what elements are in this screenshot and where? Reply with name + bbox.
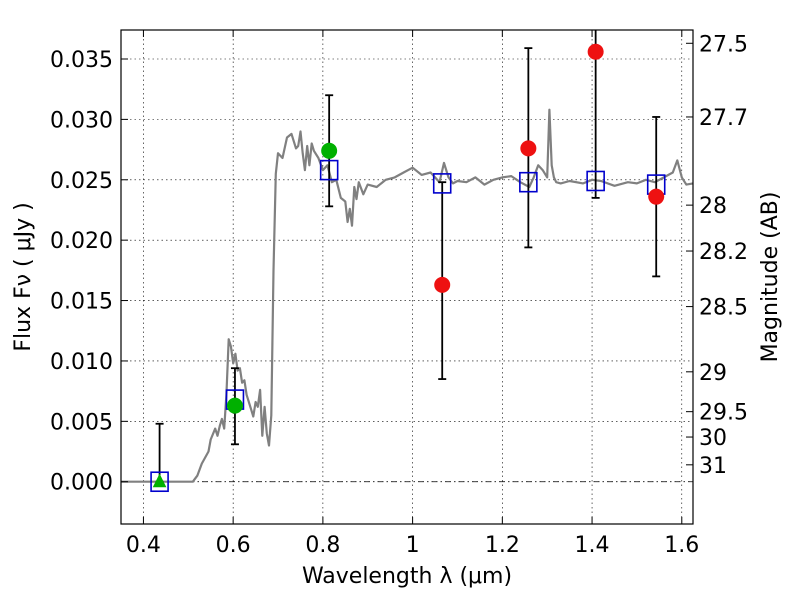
magnitude-tick-label: 30	[699, 426, 727, 451]
green-point	[226, 397, 243, 414]
green-point	[321, 142, 338, 159]
model-photometry-box	[519, 171, 538, 193]
model-photometry-layer	[150, 159, 666, 493]
model-photometry-box	[319, 159, 339, 181]
magnitude-tick-label: 28.2	[699, 240, 748, 265]
magnitude-tick-label: 31	[699, 454, 727, 479]
y-tick-label: 0.035	[50, 48, 113, 73]
x-tick-label: 1.6	[664, 533, 699, 558]
y-tick-label: 0.015	[50, 290, 113, 315]
axis-ticks	[121, 30, 693, 524]
model-photometry-box	[150, 471, 169, 493]
magnitude-tick-label: 29.5	[699, 401, 748, 426]
model-spectrum-line	[121, 108, 694, 483]
model-photometry-box	[432, 173, 452, 194]
y-tick-label: 0.030	[50, 108, 113, 133]
x-tick-label: 0.4	[126, 533, 161, 558]
y-tick-label: 0.000	[50, 471, 113, 496]
red-point	[434, 276, 451, 293]
observed-points-layer	[152, 43, 665, 488]
magnitude-tick-label: 28	[699, 194, 727, 219]
red-point	[587, 43, 604, 60]
x-tick-label: 1.4	[575, 533, 610, 558]
grid-lines	[121, 30, 693, 524]
y-axis-right-label: Magnitude (AB)	[758, 192, 783, 363]
y-tick-label: 0.020	[50, 229, 113, 254]
plot-frame	[120, 29, 694, 525]
green-triangle-point	[152, 473, 167, 488]
magnitude-tick-label: 27.5	[699, 32, 748, 57]
model-spectrum-layer	[121, 108, 694, 483]
magnitude-tick-label: 28.5	[699, 296, 748, 321]
x-tick-label: 0.6	[216, 533, 251, 558]
red-point	[648, 188, 665, 205]
y-tick-label: 0.025	[50, 169, 113, 194]
x-tick-label: 0.8	[305, 533, 340, 558]
x-tick-label: 1	[406, 533, 420, 558]
magnitude-tick-label: 29	[699, 361, 727, 386]
x-axis-label: Wavelength λ (μm)	[302, 564, 512, 589]
x-tick-label: 1.2	[485, 533, 520, 558]
y-tick-label: 0.005	[50, 410, 113, 435]
red-point	[520, 140, 537, 157]
model-photometry-box	[586, 170, 605, 192]
axis-tick-labels: 0.4 0.6 0.8 1 1.2 1.4 1.6 0.000 0.005 0.010 0.015 0…	[50, 32, 748, 558]
error-bars-layer	[155, 30, 661, 483]
magnitude-tick-label: 27.7	[699, 106, 748, 131]
y-tick-label: 0.010	[50, 350, 113, 375]
y-axis-label: Flux Fν ( μJy )	[11, 202, 36, 351]
